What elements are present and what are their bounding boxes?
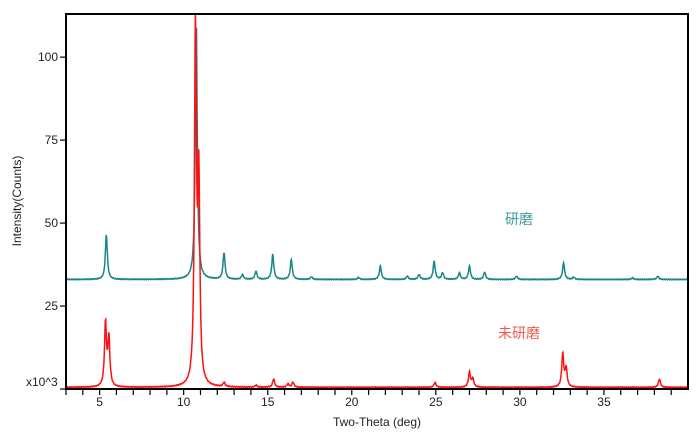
plot-frame (65, 13, 689, 390)
x-tick-label: 35 (597, 395, 611, 409)
x-tick-label: 25 (429, 395, 443, 409)
series-label-ground: 研磨 (505, 212, 533, 228)
y-tick-label: 50 (45, 216, 59, 230)
y-multiplier-label: x10^3 (26, 375, 58, 389)
x-axis-label: Two-Theta (deg) (333, 415, 421, 429)
x-tick-label: 30 (513, 395, 527, 409)
y-tick-label: 75 (45, 133, 59, 147)
x-tick-label: 5 (96, 395, 103, 409)
series-label-unground: 未研磨 (498, 326, 540, 342)
series-line-1 (65, 13, 689, 389)
y-tick-label: 100 (38, 50, 58, 64)
x-tick-label: 10 (177, 395, 191, 409)
x-tick-label: 15 (261, 395, 275, 409)
x-tick-label: 20 (345, 395, 359, 409)
y-axis-label: Intensity(Counts) (10, 156, 24, 247)
series-line-0 (65, 27, 688, 281)
y-tick-label: 25 (45, 299, 59, 313)
